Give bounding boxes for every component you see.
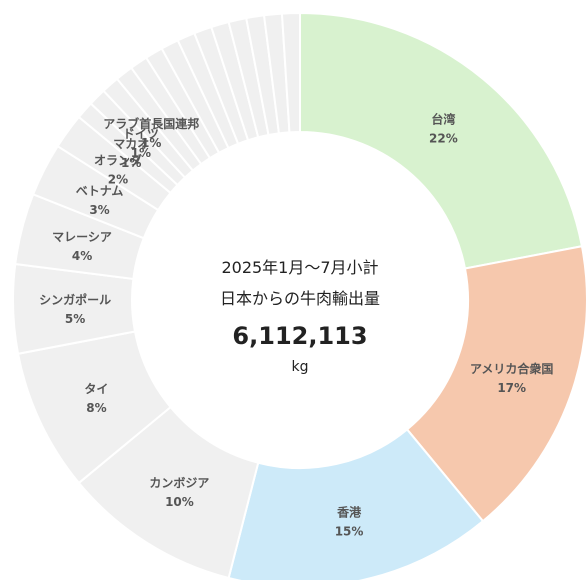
slice-8-percent-label: 3%: [89, 203, 109, 217]
slice-23-wedge: [280, 11, 301, 134]
center-total-value: 6,112,113: [232, 322, 367, 350]
slice-3-name-label: 香港: [336, 505, 362, 520]
slice-2-wedge: [405, 245, 587, 523]
slice-1-wedge: [299, 11, 584, 270]
slice-10-name-label: マカオ: [113, 137, 149, 151]
slice-12-percent-label: 1%: [141, 136, 161, 150]
slice-4-percent-label: 10%: [165, 495, 194, 509]
center-unit-label: kg: [292, 359, 309, 375]
slice-11-name-label: ドイツ: [123, 127, 159, 141]
slice-7-name-label: マレーシア: [52, 230, 112, 244]
slice-6-name-label: シンガポール: [39, 292, 111, 307]
slices-layer: [12, 11, 587, 580]
slice-8-name-label: ベトナム: [76, 184, 124, 198]
labels-layer: 台湾 22% アメリカ合衆国 17% 香港 15% カンボジア 10% タイ 8% シンガポール 5%…: [39, 112, 553, 539]
slice-9-name-label: オランダ: [94, 153, 142, 168]
slice-1-name-label: 台湾: [431, 112, 455, 127]
slice-12-name-label: アラブ首長国連邦: [103, 116, 199, 131]
slice-2-name-label: アメリカ合衆国: [470, 361, 553, 376]
slice-1-percent-label: 22%: [429, 132, 458, 146]
center-title-label: 日本からの牛肉輸出量: [220, 289, 380, 308]
center-period-label: 2025年1月～7月小計: [221, 258, 378, 277]
slice-5-percent-label: 8%: [86, 401, 106, 415]
slice-3-percent-label: 15%: [335, 525, 364, 539]
slice-6-percent-label: 5%: [65, 312, 85, 326]
slice-9-percent-label: 2%: [108, 173, 128, 187]
slice-5-name-label: タイ: [84, 382, 108, 396]
slice-4-name-label: カンボジア: [149, 475, 209, 490]
center-summary: 2025年1月～7月小計 日本からの牛肉輸出量 6,112,113 kg: [220, 258, 380, 375]
slice-2-percent-label: 17%: [497, 381, 526, 395]
slice-7-percent-label: 4%: [72, 249, 92, 263]
slice-11-percent-label: 1%: [131, 146, 151, 160]
slice-10-percent-label: 1%: [121, 156, 141, 170]
